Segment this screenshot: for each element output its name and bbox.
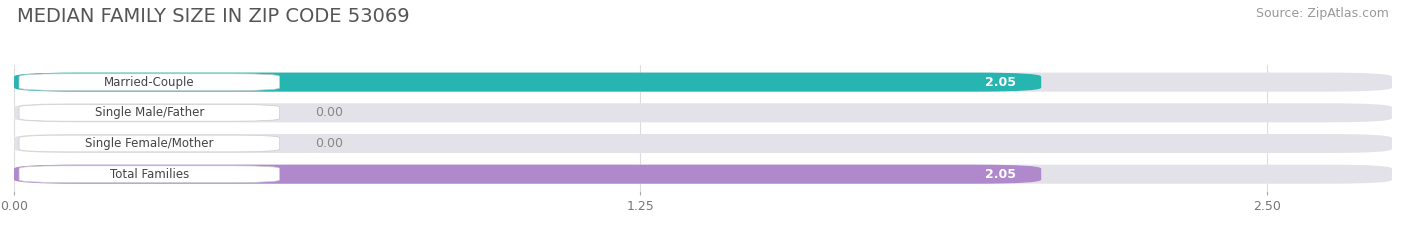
Text: Single Male/Father: Single Male/Father <box>94 106 204 119</box>
FancyBboxPatch shape <box>14 165 1042 184</box>
FancyBboxPatch shape <box>14 73 1042 92</box>
Text: 0.00: 0.00 <box>315 137 343 150</box>
Text: Source: ZipAtlas.com: Source: ZipAtlas.com <box>1256 7 1389 20</box>
FancyBboxPatch shape <box>20 74 280 90</box>
FancyBboxPatch shape <box>20 166 280 182</box>
FancyBboxPatch shape <box>14 73 1392 92</box>
Text: MEDIAN FAMILY SIZE IN ZIP CODE 53069: MEDIAN FAMILY SIZE IN ZIP CODE 53069 <box>17 7 409 26</box>
FancyBboxPatch shape <box>14 103 1392 122</box>
FancyBboxPatch shape <box>20 135 280 152</box>
FancyBboxPatch shape <box>20 104 280 121</box>
Text: 0.00: 0.00 <box>315 106 343 119</box>
FancyBboxPatch shape <box>14 134 1392 153</box>
Text: Married-Couple: Married-Couple <box>104 76 194 89</box>
Text: 2.05: 2.05 <box>986 168 1017 181</box>
FancyBboxPatch shape <box>14 165 1392 184</box>
Text: Single Female/Mother: Single Female/Mother <box>86 137 214 150</box>
Text: 2.05: 2.05 <box>986 76 1017 89</box>
Text: Total Families: Total Families <box>110 168 188 181</box>
